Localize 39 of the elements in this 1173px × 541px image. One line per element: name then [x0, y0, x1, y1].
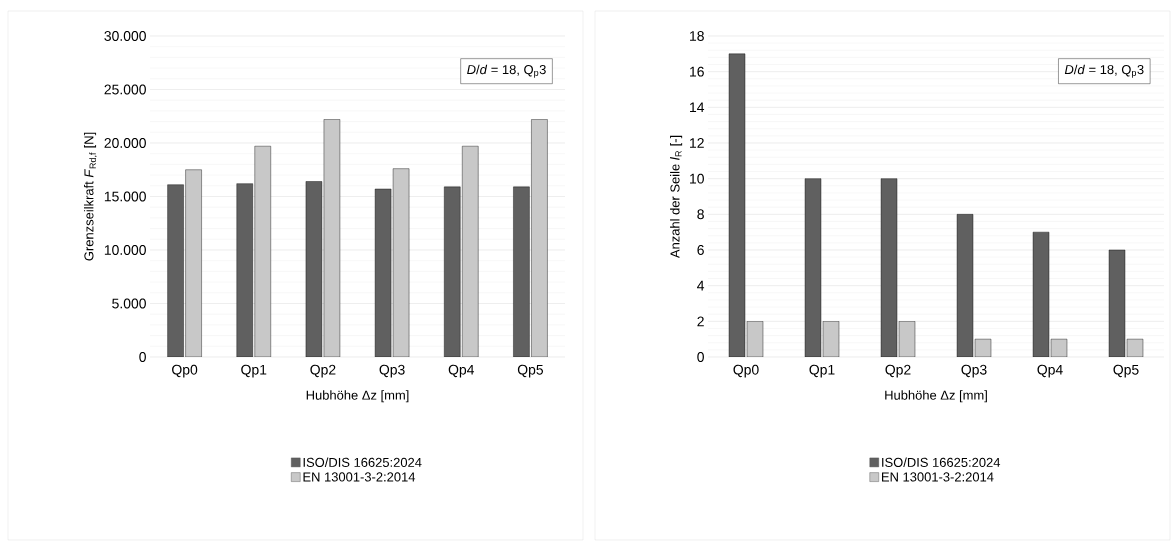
y-tick-label: 25.000: [104, 84, 146, 95]
y-tick-label: 5.000: [112, 298, 146, 309]
x-tick-label: Qp0: [172, 364, 198, 378]
x-tick-label: Qp0: [733, 364, 759, 378]
x-axis-title: Hubhöhe Δz [mm]: [306, 390, 409, 403]
y-axis-title: Anzahl der Seile l$_{R}$ [-]: [670, 135, 683, 259]
x-axis-title: Hubhöhe Δz [mm]: [885, 390, 987, 403]
x-tick-label: Qp2: [885, 364, 911, 378]
x-tick-label: Qp5: [517, 364, 544, 378]
y-tick-label: 10: [690, 173, 704, 184]
y-tick-label: 6: [697, 245, 704, 255]
y-tick-label: 0: [139, 352, 146, 362]
y-tick-label: 0: [697, 352, 704, 362]
annotation: D/d = 18, Q$_{p}$3: [1064, 64, 1144, 78]
y-tick-label: 14: [690, 102, 705, 113]
y-tick-label: 16: [690, 66, 704, 77]
legend-label: EN 13001-3-2:2014: [303, 472, 416, 482]
x-tick-label: Qp1: [809, 364, 835, 378]
y-tick-label: 20.000: [104, 138, 146, 148]
y-tick-label: 2: [697, 316, 704, 327]
y-tick-label: 15.000: [104, 191, 146, 202]
legend-label: ISO/DIS 16625:2024: [882, 457, 1001, 467]
x-tick-label: Qp3: [379, 364, 405, 378]
legend-label: ISO/DIS 16625:2024: [303, 457, 422, 467]
y-tick-label: 30.000: [104, 31, 146, 41]
y-tick-label: 4: [697, 280, 705, 291]
legend-label: EN 13001-3-2:2014: [882, 472, 994, 482]
x-tick-label: Qp2: [310, 364, 336, 378]
y-tick-label: 8: [697, 209, 704, 220]
x-tick-label: Qp4: [1037, 364, 1063, 378]
x-tick-label: Qp1: [241, 364, 267, 378]
y-axis-title: Grenzseilkraft F$_{Rd,f}$ [N]: [83, 132, 97, 261]
y-tick-label: 10.000: [104, 245, 146, 255]
x-tick-label: Qp5: [1113, 364, 1139, 378]
x-tick-label: Qp3: [961, 364, 987, 378]
x-tick-label: Qp4: [448, 364, 475, 378]
y-tick-label: 18: [690, 31, 704, 41]
y-tick-label: 12: [690, 138, 704, 148]
annotation: D/d = 18, Q$_{p}$3: [467, 64, 546, 78]
